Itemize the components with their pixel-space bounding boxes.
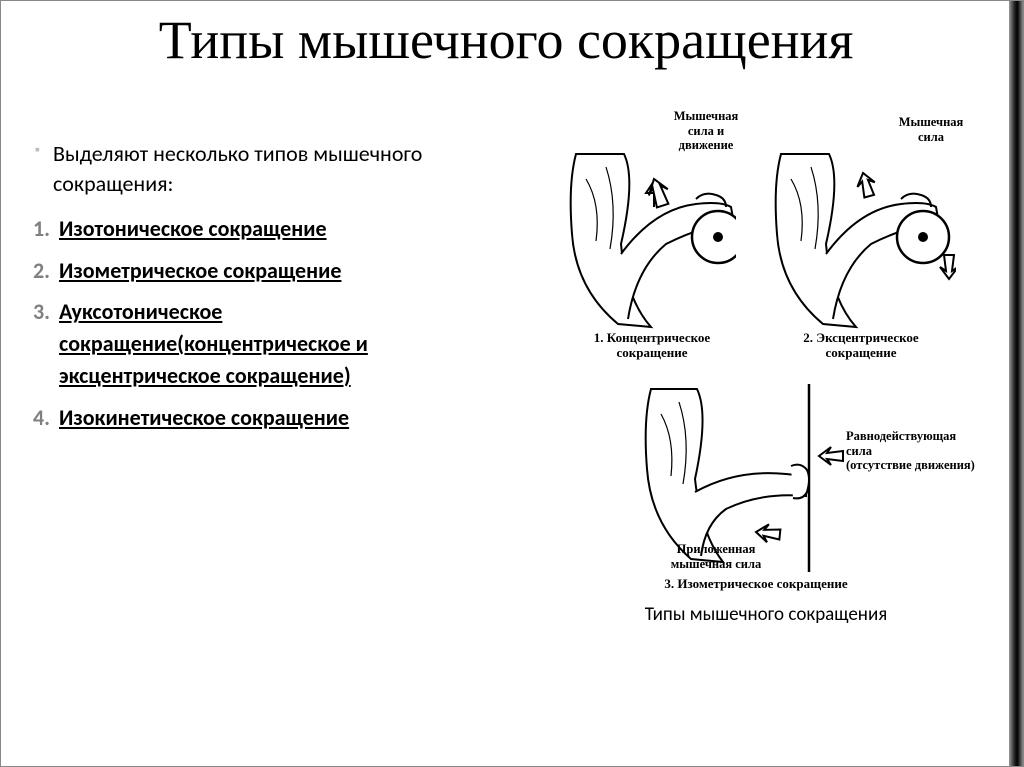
right-column: Мышечная сила и движение 1. Концентричес…	[526, 109, 1006, 626]
label-eccentric: Мышечная сила	[886, 115, 976, 144]
arm-eccentric	[771, 149, 956, 349]
list-item: Изокинетическое сокращение	[33, 402, 516, 434]
label-isometric-right: Равнодействующая сила (отсутствие движен…	[846, 429, 986, 472]
list-item-label: Изотоническое сокращение	[59, 215, 327, 242]
list-item-label: Изокинетическое сокращение	[59, 404, 349, 431]
content-row: Выделяют несколько типов мышечного сокра…	[31, 109, 981, 626]
figure: Мышечная сила и движение 1. Концентричес…	[556, 109, 976, 626]
diagram: Мышечная сила и движение 1. Концентричес…	[556, 109, 976, 597]
caption-eccentric: 2. Эксцентрическое сокращение	[776, 331, 946, 361]
left-column: Выделяют несколько типов мышечного сокра…	[31, 109, 516, 626]
list-item-label: Ауксотоническое сокращение(концентрическ…	[59, 298, 368, 389]
slide-right-border	[1009, 1, 1023, 766]
list-item-label: Изометрическое сокращение	[59, 257, 341, 284]
contraction-types-list: Изотоническое сокращение Изометрическое …	[31, 213, 516, 434]
figure-caption: Типы мышечного сокращения	[556, 603, 976, 626]
list-item: Изотоническое сокращение	[33, 213, 516, 245]
caption-isometric: 3. Изометрическое сокращение	[646, 577, 866, 592]
label-concentric: Мышечная сила и движение	[656, 109, 756, 152]
slide: Типы мышечного сокращения Выделяют неско…	[1, 1, 1011, 766]
list-item: Ауксотоническое сокращение(концентрическ…	[33, 296, 516, 392]
page-title: Типы мышечного сокращения	[31, 11, 981, 69]
caption-concentric: 1. Концентрическое сокращение	[572, 331, 732, 361]
label-isometric-left: Приложенная мышечная сила	[656, 542, 776, 571]
arm-concentric	[566, 149, 736, 329]
list-item: Изометрическое сокращение	[33, 255, 516, 287]
intro-text: Выделяют несколько типов мышечного сокра…	[31, 139, 516, 198]
